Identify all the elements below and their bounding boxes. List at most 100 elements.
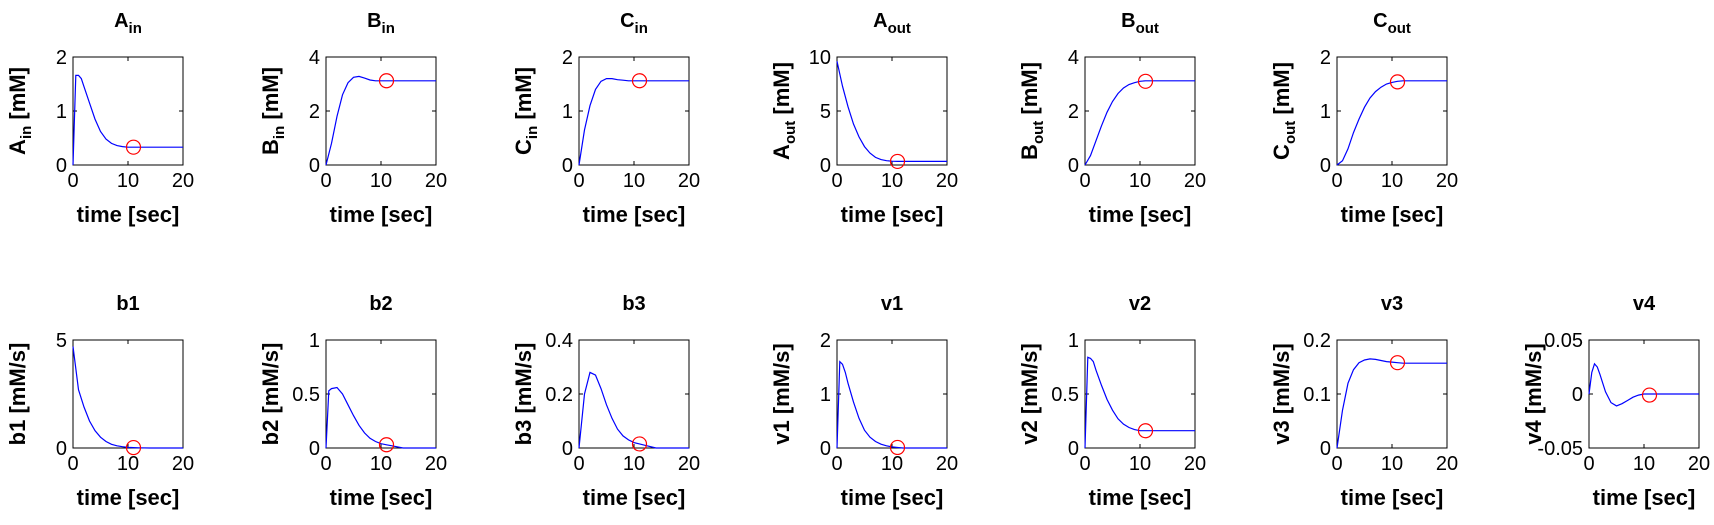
- subplot-title: Cin: [620, 10, 648, 37]
- y-tick-label: 0: [1068, 155, 1079, 177]
- y-tick-label: 2: [820, 330, 831, 352]
- x-tick-label: 20: [425, 453, 447, 475]
- steady-state-marker: [631, 73, 648, 89]
- subplot-cout: 0 10 20 0 1 2 Cout time [sec] Cout [mM]: [1269, 10, 1458, 227]
- steady-state-marker: [1389, 74, 1406, 90]
- series-line: [578, 77, 689, 166]
- subplot-title: b2: [369, 293, 392, 315]
- x-tick-label: 20: [1184, 170, 1206, 192]
- series-line: [1336, 80, 1447, 166]
- steady-state-marker: [889, 439, 906, 456]
- x-tick-label: 0: [320, 453, 331, 475]
- y-tick-label: 0: [1572, 384, 1583, 406]
- y-axis-label: Bout [mM]: [1017, 62, 1047, 160]
- subplot-b3: 0 10 20 0 0.2 0.4 b3 time [sec] b3 [mM/s]: [511, 293, 700, 510]
- y-tick-label: 4: [309, 47, 320, 69]
- y-axis-label: Aout [mM]: [769, 62, 799, 160]
- steady-state-marker: [378, 437, 395, 453]
- y-axis-label: v1 [mM/s]: [769, 343, 794, 444]
- x-axis-label: time [sec]: [330, 202, 433, 227]
- x-axis-label: time [sec]: [1593, 485, 1696, 510]
- x-tick-label: 20: [678, 453, 700, 475]
- axis-box: [72, 56, 184, 166]
- x-tick-label: 0: [1079, 170, 1090, 192]
- y-tick-label: 10: [809, 47, 831, 69]
- axis-box: [1084, 56, 1196, 166]
- series-line: [578, 371, 689, 449]
- series-line: [1084, 356, 1195, 449]
- y-tick-label: 0: [1068, 438, 1079, 460]
- steady-state-marker: [1641, 387, 1658, 403]
- series-line: [1588, 362, 1699, 407]
- subplot-title: v2: [1129, 293, 1151, 315]
- axis-box: [836, 56, 948, 166]
- y-tick-label: 0: [820, 438, 831, 460]
- y-axis-label: v3 [mM/s]: [1269, 343, 1294, 444]
- x-tick-label: 10: [117, 170, 139, 192]
- y-tick-label: 2: [1320, 47, 1331, 69]
- y-tick-label: 2: [562, 47, 573, 69]
- y-tick-label: 0: [562, 438, 573, 460]
- subplot-v1: 0 10 20 0 1 2 v1 time [sec] v1 [mM/s]: [769, 293, 958, 510]
- x-tick-label: 0: [1331, 170, 1342, 192]
- x-tick-label: 0: [320, 170, 331, 192]
- y-tick-label: 0.5: [292, 384, 320, 406]
- y-tick-label: 4: [1068, 47, 1079, 69]
- x-tick-label: 10: [623, 170, 645, 192]
- subplot-title: v3: [1381, 293, 1403, 315]
- steady-state-marker: [1137, 73, 1154, 89]
- subplot-v3: 0 10 20 0 0.1 0.2 v3 time [sec] v3 [mM/s]: [1269, 293, 1458, 510]
- x-axis-label: time [sec]: [77, 485, 180, 510]
- x-tick-label: 10: [881, 453, 903, 475]
- x-tick-label: 20: [425, 170, 447, 192]
- axis-box: [836, 339, 948, 449]
- y-axis-label: v2 [mM/s]: [1017, 343, 1042, 444]
- x-tick-label: 0: [1583, 453, 1594, 475]
- y-tick-label: 0.2: [545, 384, 573, 406]
- x-tick-label: 20: [172, 453, 194, 475]
- steady-state-marker: [125, 139, 142, 155]
- y-tick-label: 1: [309, 330, 320, 352]
- subplot-b1: 0 10 20 0 5 b1 time [sec] b1 [mM/s]: [5, 293, 194, 510]
- subplot-aout: 0 10 20 0 5 10 Aout time [sec] Aout [mM]: [769, 10, 958, 227]
- y-tick-label: 0: [56, 155, 67, 177]
- subplot-ain: 0 10 20 0 1 2 Ain time [sec] Ain [mM]: [5, 10, 194, 227]
- y-axis-label: Cout [mM]: [1269, 62, 1299, 160]
- x-tick-label: 0: [573, 170, 584, 192]
- subplot-title: b3: [622, 293, 645, 315]
- x-tick-label: 10: [370, 170, 392, 192]
- y-tick-label: 0: [56, 438, 67, 460]
- y-tick-label: 5: [56, 330, 67, 352]
- subplot-bout: 0 10 20 0 2 4 Bout time [sec] Bout [mM]: [1017, 10, 1206, 227]
- y-tick-label: -0.05: [1537, 438, 1583, 460]
- x-axis-label: time [sec]: [841, 485, 944, 510]
- y-axis-label: Cin [mM]: [511, 67, 541, 155]
- y-tick-label: 0.4: [545, 330, 573, 352]
- steady-state-marker: [378, 73, 395, 89]
- series-line: [1084, 80, 1195, 166]
- series-line: [72, 346, 183, 449]
- x-tick-label: 10: [623, 453, 645, 475]
- x-tick-label: 10: [1633, 453, 1655, 475]
- subplot-title: v1: [881, 293, 903, 315]
- y-tick-label: 0: [309, 155, 320, 177]
- y-tick-label: 1: [1068, 330, 1079, 352]
- y-tick-label: 1: [56, 101, 67, 123]
- y-tick-label: 0.05: [1544, 330, 1583, 352]
- x-axis-label: time [sec]: [77, 202, 180, 227]
- x-tick-label: 0: [1331, 453, 1342, 475]
- y-tick-label: 1: [1320, 101, 1331, 123]
- y-tick-label: 1: [820, 384, 831, 406]
- steady-state-marker: [889, 153, 906, 170]
- steady-state-marker: [631, 436, 648, 452]
- x-tick-label: 10: [117, 453, 139, 475]
- x-axis-label: time [sec]: [583, 485, 686, 510]
- series-line: [325, 75, 436, 166]
- subplot-bin: 0 10 20 0 2 4 Bin time [sec] Bin [mM]: [258, 10, 447, 227]
- y-tick-label: 0.5: [1051, 384, 1079, 406]
- x-axis-label: time [sec]: [1341, 485, 1444, 510]
- x-axis-label: time [sec]: [1089, 202, 1192, 227]
- x-tick-label: 20: [936, 170, 958, 192]
- x-tick-label: 0: [573, 453, 584, 475]
